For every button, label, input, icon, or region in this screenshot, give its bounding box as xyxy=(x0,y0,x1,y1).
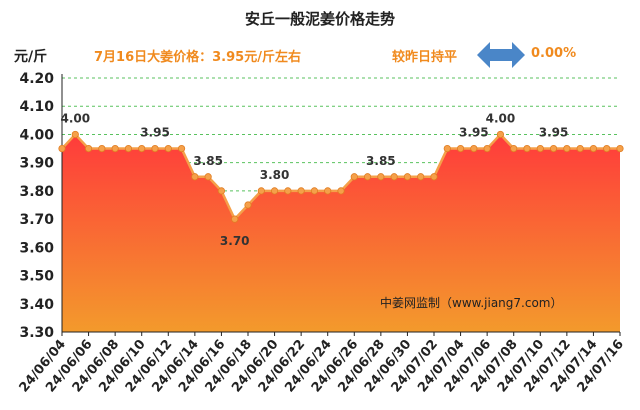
data-label: 4.00 xyxy=(486,111,516,125)
data-point xyxy=(270,187,279,195)
data-point xyxy=(430,173,438,181)
data-point xyxy=(603,144,611,153)
y-tick-label: 4.00 xyxy=(19,127,54,143)
data-point xyxy=(310,187,319,195)
data-point xyxy=(257,187,265,195)
data-point xyxy=(138,144,146,153)
change-label: 较昨日持平 xyxy=(392,50,458,65)
data-point xyxy=(111,144,119,153)
data-label: 3.95 xyxy=(539,126,569,140)
y-tick-label: 3.80 xyxy=(19,184,54,200)
data-point xyxy=(244,201,252,209)
data-point xyxy=(84,144,93,153)
data-point xyxy=(563,144,571,153)
y-tick-label: 4.10 xyxy=(19,99,54,115)
watermark: 中姜网监制（www.jiang7.com） xyxy=(380,296,563,310)
data-point xyxy=(523,144,531,153)
change-value: 0.00% xyxy=(531,46,577,61)
data-point xyxy=(231,215,239,223)
y-tick-label: 3.70 xyxy=(19,212,54,228)
data-point xyxy=(496,130,505,139)
double-arrow-icon xyxy=(477,42,525,68)
data-point xyxy=(616,144,624,153)
data-point xyxy=(71,130,79,139)
data-point xyxy=(377,173,385,181)
data-label: 3.85 xyxy=(366,154,396,168)
data-point xyxy=(470,144,478,153)
data-point xyxy=(58,144,66,153)
data-point xyxy=(510,144,518,153)
y-tick-label: 3.30 xyxy=(19,325,54,341)
data-label: 3.85 xyxy=(193,154,223,168)
data-label: 4.00 xyxy=(60,111,90,125)
data-point xyxy=(536,144,544,153)
data-point xyxy=(98,144,106,153)
data-point xyxy=(297,187,305,195)
data-point xyxy=(589,144,598,153)
data-point xyxy=(284,187,292,195)
data-point xyxy=(191,173,199,181)
y-tick-label: 3.50 xyxy=(19,269,54,285)
data-point xyxy=(324,187,332,195)
data-point xyxy=(164,144,172,153)
y-tick-label: 3.60 xyxy=(19,240,54,256)
data-label: 3.80 xyxy=(260,168,290,182)
data-point xyxy=(549,144,558,153)
data-point xyxy=(483,144,491,153)
data-label: 3.70 xyxy=(220,234,250,248)
data-point xyxy=(390,173,398,181)
data-point xyxy=(576,144,584,153)
y-tick-label: 3.90 xyxy=(19,156,54,172)
data-point xyxy=(217,187,226,195)
data-point xyxy=(456,144,465,153)
y-tick-label: 4.20 xyxy=(19,71,54,87)
data-point xyxy=(443,144,451,153)
data-point xyxy=(204,173,212,181)
data-point xyxy=(151,144,159,153)
data-point xyxy=(337,187,345,195)
data-point xyxy=(417,173,425,181)
y-axis-unit-label: 元/斤 xyxy=(14,49,48,65)
data-point xyxy=(350,173,358,181)
data-point xyxy=(363,173,372,181)
price-area xyxy=(62,134,620,332)
y-tick-label: 3.40 xyxy=(19,297,54,313)
chart-title: 安丘一般泥姜价格走势 xyxy=(244,10,395,28)
data-point xyxy=(124,144,133,153)
price-note: 7月16日大姜价格：3.95元/斤左右 xyxy=(94,50,301,65)
data-label: 3.95 xyxy=(140,126,170,140)
data-point xyxy=(403,173,412,181)
data-point xyxy=(177,144,186,153)
data-label: 3.95 xyxy=(459,126,489,140)
